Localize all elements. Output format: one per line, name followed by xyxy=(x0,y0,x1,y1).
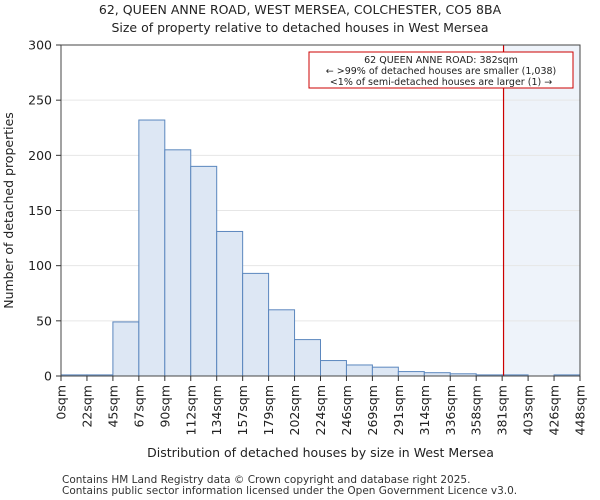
x-tick-label: 314sqm xyxy=(417,385,432,435)
x-tick-label: 426sqm xyxy=(547,385,562,435)
histogram-bar xyxy=(138,119,166,377)
chart-title-address: 62, QUEEN ANNE ROAD, WEST MERSEA, COLCHE… xyxy=(98,2,502,17)
annotation-border xyxy=(308,51,574,89)
x-tick-label: 90sqm xyxy=(157,385,172,428)
x-tick-label: 202sqm xyxy=(287,385,302,435)
x-tick-label: 358sqm xyxy=(469,385,484,435)
y-tick-label: 200 xyxy=(28,148,52,163)
x-tick-label: 403sqm xyxy=(521,385,536,435)
annotation-box: 62 QUEEN ANNE ROAD: 382sqm ← >99% of det… xyxy=(308,51,574,89)
chart-subtitle: Size of property relative to detached ho… xyxy=(111,20,489,35)
x-tick-label: 269sqm xyxy=(365,385,380,435)
histogram-bar xyxy=(294,339,321,377)
histogram-bar xyxy=(112,321,140,377)
x-tick-label: 45sqm xyxy=(105,385,120,428)
y-tick-label: 0 xyxy=(44,369,52,384)
histogram-bar xyxy=(397,371,425,377)
histogram-bar xyxy=(268,309,296,377)
histogram-bar xyxy=(320,360,347,377)
x-tick-label: 291sqm xyxy=(391,385,406,435)
annotation-line-2: ← >99% of detached houses are smaller (1… xyxy=(326,66,557,77)
annotation-line-1: 62 QUEEN ANNE ROAD: 382sqm xyxy=(364,55,518,66)
bars-group xyxy=(60,119,581,377)
x-tick-label: 224sqm xyxy=(313,385,328,435)
x-tick-label: 336sqm xyxy=(443,385,458,435)
histogram-bar xyxy=(371,366,399,377)
y-tick-label: 250 xyxy=(28,93,52,108)
y-tick-labels: 0 50 100 150 200 250 300 xyxy=(28,38,61,384)
x-tick-label: 22sqm xyxy=(79,385,94,428)
x-tick-label: 448sqm xyxy=(573,385,588,435)
x-tick-label: 67sqm xyxy=(131,385,146,428)
x-tick-label: 381sqm xyxy=(495,385,510,435)
x-tick-label: 179sqm xyxy=(261,385,276,435)
x-tick-label: 112sqm xyxy=(183,385,198,435)
y-tick-label: 50 xyxy=(36,313,52,328)
x-tick-label: 134sqm xyxy=(209,385,224,435)
histogram-bar xyxy=(216,230,244,377)
histogram-bar xyxy=(242,272,270,377)
y-axis-label: Number of detached properties xyxy=(1,112,16,309)
x-tick-label: 246sqm xyxy=(339,385,354,435)
x-axis-label: Distribution of detached houses by size … xyxy=(147,445,494,460)
annotation-line-3: <1% of semi-detached houses are larger (… xyxy=(330,77,552,88)
y-tick-label: 100 xyxy=(28,258,52,273)
y-tick-label: 300 xyxy=(28,38,52,53)
histogram-bar xyxy=(345,364,373,377)
y-tick-label: 150 xyxy=(28,203,52,218)
x-tick-label: 0sqm xyxy=(54,385,69,420)
x-tick-label: 157sqm xyxy=(235,385,250,435)
footer-copyright: Contains HM Land Registry data © Crown c… xyxy=(62,474,471,486)
histogram-bar xyxy=(164,149,192,377)
footer-licence: Contains public sector information licen… xyxy=(62,485,518,497)
histogram-bar xyxy=(190,165,218,377)
x-tick-labels: 0sqm 22sqm 45sqm 67sqm 90sqm 112sqm 134sqm 157s… xyxy=(54,376,588,435)
